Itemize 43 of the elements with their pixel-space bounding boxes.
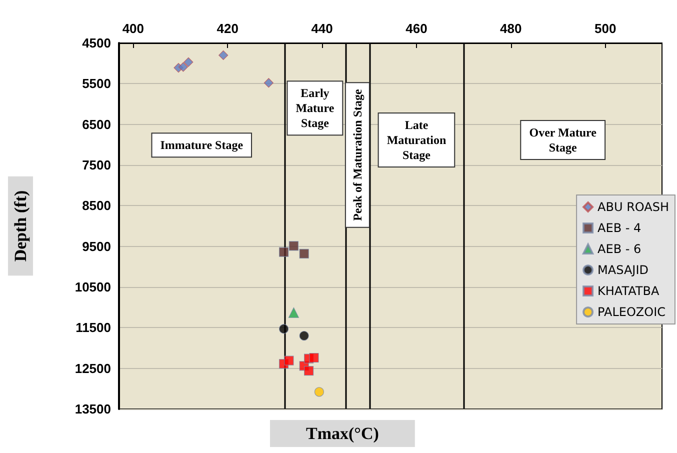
- x-axis-title: Tmax(°C): [306, 424, 379, 443]
- point: [288, 307, 300, 318]
- point: [264, 78, 274, 88]
- point: [178, 62, 188, 72]
- legend-label: KHATATBA: [598, 284, 660, 298]
- annotation: Immature Stage: [160, 138, 244, 152]
- legend-label: MASAJID: [598, 263, 648, 277]
- point: [299, 248, 309, 258]
- point: [309, 352, 319, 363]
- y-tick-label: 9500: [82, 238, 111, 254]
- legend-label: PALEOZOIC: [598, 305, 666, 319]
- point: [279, 324, 289, 334]
- point: [284, 356, 294, 366]
- point: [314, 387, 324, 397]
- point: [218, 50, 228, 60]
- legend-label: AEB - 6: [598, 242, 642, 256]
- y-tick-label: 13500: [74, 402, 111, 416]
- y-axis-title: Depth (ft): [11, 190, 30, 262]
- annotation: Peak of Maturation Stage: [350, 88, 364, 221]
- x-tick-label: 400: [122, 21, 144, 36]
- point: [299, 331, 309, 341]
- x-tick-label: 480: [500, 21, 522, 36]
- point: [304, 366, 314, 376]
- annotation: Late Maturation Stage: [386, 118, 446, 162]
- y-tick-label: 12500: [74, 360, 111, 376]
- point: [278, 247, 289, 257]
- legend-label: AEB - 4: [598, 221, 642, 235]
- x-tick-label: 460: [406, 21, 428, 36]
- annotation: Early Mature Stage: [296, 86, 335, 130]
- y-tick-label: 7500: [82, 158, 111, 172]
- x-tick-label: 500: [594, 21, 616, 36]
- legend-label: ABU ROASH: [598, 200, 670, 214]
- y-tick-label: 8500: [82, 198, 111, 214]
- point: [288, 241, 299, 251]
- x-tick-label: 420: [216, 21, 238, 36]
- annotation: Over Mature Stage: [529, 125, 598, 154]
- x-tick-label: 440: [311, 21, 333, 36]
- y-tick-label: 11500: [76, 320, 111, 336]
- y-tick-label: 10500: [74, 280, 111, 294]
- y-tick-label: 6500: [82, 116, 111, 132]
- y-tick-label: 4500: [82, 36, 111, 50]
- point: [184, 57, 194, 67]
- y-tick-label: 5500: [82, 76, 111, 92]
